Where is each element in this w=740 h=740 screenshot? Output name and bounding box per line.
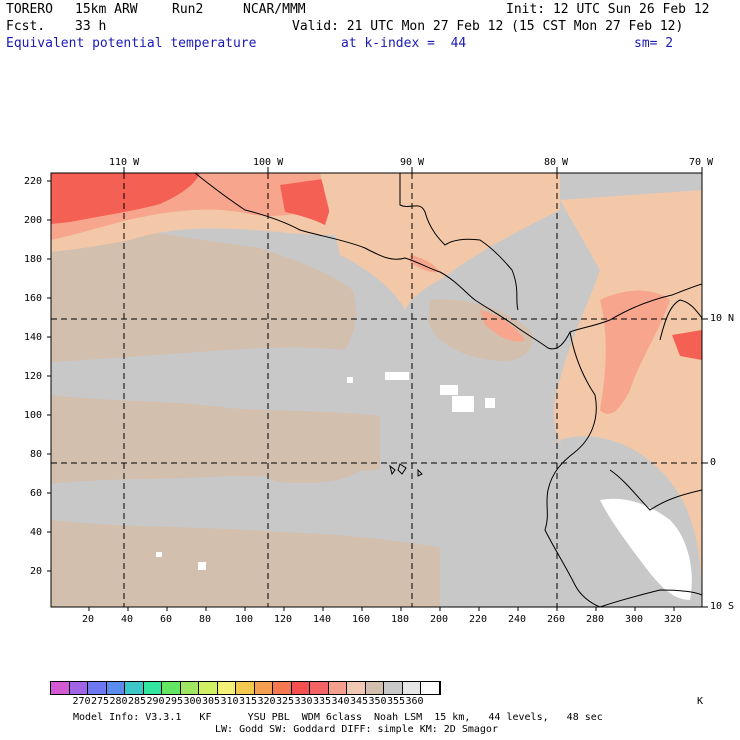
x-tick-label: 180	[391, 614, 409, 625]
x-tick-label: 40	[121, 614, 133, 625]
lon-label-110w: 110 W	[109, 157, 139, 168]
y-tick-label: 200	[24, 215, 42, 226]
colorbar-label: 335	[313, 696, 331, 707]
x-tick-label: 140	[313, 614, 331, 625]
colorbar-swatch	[125, 682, 144, 694]
field-white-speck	[452, 396, 474, 412]
y-tick-label: 40	[30, 527, 42, 538]
colorbar	[50, 681, 441, 695]
colorbar-label: 345	[350, 696, 368, 707]
colorbar-label: 295	[165, 696, 183, 707]
lat-label-0: 0	[710, 457, 716, 468]
y-tick-label: 80	[30, 449, 42, 460]
lat-label-10s: 10 S	[710, 601, 734, 612]
model-info-line2: LW: Godd SW: Goddard DIFF: simple KM: 2D…	[215, 724, 498, 735]
y-tick-label: 160	[24, 293, 42, 304]
colorbar-swatch	[403, 682, 422, 694]
x-tick-marks	[89, 607, 674, 611]
x-tick-label: 260	[547, 614, 565, 625]
colorbar-label: 290	[147, 696, 165, 707]
y-tick-marks	[47, 181, 51, 571]
y-tick-label: 180	[24, 254, 42, 265]
y-tick-label: 120	[24, 371, 42, 382]
x-tick-label: 300	[625, 614, 643, 625]
field-white-speck	[440, 385, 458, 395]
lon-label-100w: 100 W	[253, 157, 283, 168]
colorbar-label: 330	[295, 696, 313, 707]
colorbar-swatch	[366, 682, 385, 694]
model-info-line1: Model Info: V3.3.1 KF YSU PBL WDM 6class…	[73, 712, 603, 723]
colorbar-swatch	[273, 682, 292, 694]
colorbar-swatch	[162, 682, 181, 694]
colorbar-label: 340	[332, 696, 350, 707]
colorbar-swatch	[107, 682, 126, 694]
colorbar-label: 320	[258, 696, 276, 707]
colorbar-label: 350	[369, 696, 387, 707]
colorbar-unit: K	[697, 696, 703, 707]
colorbar-label: 275	[91, 696, 109, 707]
colorbar-label: 305	[202, 696, 220, 707]
x-tick-label: 280	[586, 614, 604, 625]
lat-label-10n: 10 N	[710, 313, 734, 324]
field-white-speck	[347, 377, 353, 383]
field-white-speck	[156, 552, 162, 557]
colorbar-swatch	[88, 682, 107, 694]
y-tick-label: 100	[24, 410, 42, 421]
colorbar-swatch	[421, 682, 440, 694]
colorbar-swatch	[329, 682, 348, 694]
lon-label-90w: 90 W	[400, 157, 424, 168]
colorbar-swatch	[236, 682, 255, 694]
colorbar-swatch	[255, 682, 274, 694]
colorbar-label: 280	[110, 696, 128, 707]
x-tick-label: 160	[352, 614, 370, 625]
y-tick-label: 20	[30, 566, 42, 577]
colorbar-label: 355	[387, 696, 405, 707]
colorbar-swatch	[181, 682, 200, 694]
x-tick-label: 120	[274, 614, 292, 625]
colorbar-swatch	[70, 682, 89, 694]
colorbar-swatch	[199, 682, 218, 694]
lon-label-80w: 80 W	[544, 157, 568, 168]
colorbar-swatch	[347, 682, 366, 694]
x-tick-label: 100	[235, 614, 253, 625]
x-tick-label: 240	[508, 614, 526, 625]
theta-e-field	[51, 173, 702, 607]
x-tick-label: 220	[469, 614, 487, 625]
colorbar-label: 325	[276, 696, 294, 707]
colorbar-swatch	[310, 682, 329, 694]
x-tick-label: 200	[430, 614, 448, 625]
y-tick-label: 60	[30, 488, 42, 499]
y-tick-label: 220	[24, 176, 42, 187]
x-tick-label: 320	[664, 614, 682, 625]
colorbar-label: 270	[73, 696, 91, 707]
colorbar-swatch	[292, 682, 311, 694]
colorbar-label: 300	[184, 696, 202, 707]
lat-tick-marks	[702, 319, 708, 607]
field-white-speck	[198, 562, 206, 570]
x-tick-label: 60	[160, 614, 172, 625]
colorbar-label: 360	[406, 696, 424, 707]
field-white-speck	[485, 398, 495, 408]
colorbar-label: 310	[221, 696, 239, 707]
colorbar-swatch	[144, 682, 163, 694]
field-white-speck	[385, 372, 409, 380]
colorbar-label: 315	[239, 696, 257, 707]
colorbar-label: 285	[128, 696, 146, 707]
colorbar-swatch	[384, 682, 403, 694]
x-tick-label: 80	[199, 614, 211, 625]
y-tick-label: 140	[24, 332, 42, 343]
colorbar-swatch	[218, 682, 237, 694]
colorbar-swatch	[51, 682, 70, 694]
x-tick-label: 20	[82, 614, 94, 625]
lon-label-70w: 70 W	[689, 157, 713, 168]
